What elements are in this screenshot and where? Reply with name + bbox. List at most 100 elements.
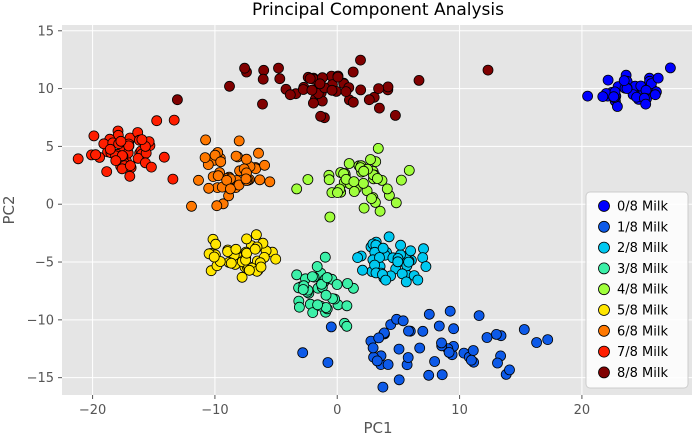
point-2-8-milk xyxy=(412,274,424,286)
point-7-8-milk xyxy=(110,155,122,167)
point-5-8-milk xyxy=(243,264,255,276)
axis-ticks: −20 −10 0 10 20 −15 −10 −5 0 5 10 15 xyxy=(27,24,591,418)
point-4-8-milk xyxy=(302,174,314,185)
point-1-8-milk xyxy=(467,345,479,356)
point-3-8-milk xyxy=(291,269,303,281)
point-5-8-milk xyxy=(241,233,253,245)
point-7-8-milk xyxy=(72,153,84,165)
legend-marker xyxy=(598,283,610,296)
point-1-8-milk xyxy=(518,324,530,335)
point-4-8-milk xyxy=(291,183,303,195)
point-8-8-milk xyxy=(413,75,425,86)
point-1-8-milk xyxy=(423,369,435,381)
point-6-8-milk xyxy=(215,156,227,168)
point-8-8-milk xyxy=(257,98,268,110)
legend-label: 5/8 Milk xyxy=(617,304,668,319)
point-6-8-milk xyxy=(254,174,266,186)
point-8-8-milk xyxy=(482,64,494,76)
point-2-8-milk xyxy=(418,243,429,255)
point-8-8-milk xyxy=(224,80,235,92)
point-1-8-milk xyxy=(473,310,485,322)
point-8-8-milk xyxy=(239,62,251,74)
point-4-8-milk xyxy=(395,174,407,186)
point-5-8-milk xyxy=(250,229,262,241)
point-4-8-milk xyxy=(381,183,393,195)
point-8-8-milk xyxy=(363,94,375,106)
point-4-8-milk xyxy=(348,176,360,188)
y-axis-label: PC2 xyxy=(0,195,18,224)
point-3-8-milk xyxy=(341,300,353,312)
point-1-8-milk xyxy=(436,369,448,381)
point-7-8-milk xyxy=(104,143,116,155)
point-3-8-milk xyxy=(319,251,331,263)
y-tick-label: −15 xyxy=(27,371,54,386)
point-5-8-milk xyxy=(270,253,282,265)
point-3-8-milk xyxy=(321,272,333,284)
point-3-8-milk xyxy=(312,299,324,311)
point-1-8-milk xyxy=(377,381,389,393)
point-8-8-milk xyxy=(258,64,270,76)
point-6-8-milk xyxy=(186,200,197,212)
y-tick-label: −10 xyxy=(27,313,54,328)
point-1-8-milk xyxy=(417,325,429,337)
point-6-8-milk xyxy=(199,152,211,164)
point-1-8-milk xyxy=(448,323,460,335)
point-8-8-milk xyxy=(273,62,284,74)
point-0-8-milk xyxy=(608,91,620,103)
point-2-8-milk xyxy=(403,256,415,268)
legend-marker xyxy=(598,324,610,337)
point-1-8-milk xyxy=(402,352,414,363)
point-8-8-milk xyxy=(306,84,318,96)
point-1-8-milk xyxy=(371,355,383,367)
point-8-8-milk xyxy=(355,54,366,66)
legend-marker xyxy=(598,345,610,358)
point-0-8-milk xyxy=(612,101,623,112)
point-5-8-milk xyxy=(249,243,261,255)
point-4-8-milk xyxy=(332,187,343,199)
point-2-8-milk xyxy=(395,239,407,251)
x-tick-label: 10 xyxy=(451,403,468,418)
point-1-8-milk xyxy=(436,337,447,349)
legend-label: 3/8 Milk xyxy=(617,262,668,277)
y-tick-label: 10 xyxy=(37,82,54,97)
point-7-8-milk xyxy=(88,130,100,142)
x-tick-label: −20 xyxy=(79,403,106,418)
point-3-8-milk xyxy=(331,279,343,290)
point-8-8-milk xyxy=(389,110,401,121)
point-5-8-milk xyxy=(208,251,220,263)
point-8-8-milk xyxy=(373,83,385,94)
point-1-8-milk xyxy=(465,354,477,366)
point-1-8-milk xyxy=(429,356,441,367)
point-7-8-milk xyxy=(167,173,179,185)
point-3-8-milk xyxy=(293,301,305,313)
point-8-8-milk xyxy=(347,66,359,78)
point-7-8-milk xyxy=(124,170,136,182)
point-8-8-milk xyxy=(355,84,367,96)
point-3-8-milk xyxy=(311,261,323,272)
point-7-8-milk xyxy=(136,134,148,146)
point-8-8-milk xyxy=(382,81,394,93)
legend-marker xyxy=(598,304,610,316)
data-points xyxy=(72,54,676,393)
point-2-8-milk xyxy=(400,276,412,288)
point-7-8-milk xyxy=(145,161,157,173)
point-7-8-milk xyxy=(101,166,113,178)
point-8-8-milk xyxy=(315,110,327,122)
point-1-8-milk xyxy=(322,357,334,368)
point-3-8-milk xyxy=(307,307,319,319)
point-8-8-milk xyxy=(314,78,326,90)
point-4-8-milk xyxy=(366,193,377,204)
point-7-8-milk xyxy=(168,114,180,126)
point-1-8-milk xyxy=(531,337,542,348)
point-8-8-milk xyxy=(332,71,344,83)
point-1-8-milk xyxy=(492,357,503,369)
point-3-8-milk xyxy=(297,284,309,295)
point-8-8-milk xyxy=(274,73,286,85)
x-tick-label: 20 xyxy=(574,403,591,418)
point-4-8-milk xyxy=(372,142,384,154)
y-tick-label: −5 xyxy=(35,256,54,271)
point-1-8-milk xyxy=(297,347,309,359)
point-1-8-milk xyxy=(393,343,405,355)
point-6-8-milk xyxy=(193,174,204,186)
point-1-8-milk xyxy=(414,342,426,354)
